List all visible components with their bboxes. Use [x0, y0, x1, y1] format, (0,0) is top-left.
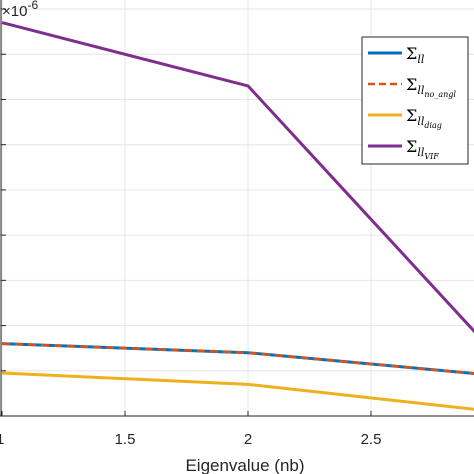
exponent-base: ×10 — [2, 3, 27, 20]
axes — [0, 0, 474, 417]
svg-text:×10-6: ×10-6 — [2, 0, 38, 20]
series-line — [1, 21, 474, 334]
series-line — [1, 371, 474, 411]
legend-label: Σll — [406, 44, 425, 66]
legend-label: ΣllVIF — [406, 137, 439, 161]
y-exponent: ×10-6 — [2, 0, 38, 20]
x-tick-label: 2 — [244, 431, 252, 448]
legend-label: Σlldiag — [406, 106, 442, 130]
legend: Σll Σllno_angl Σlldiag ΣllVIF — [361, 36, 469, 165]
x-tick-label: 1.5 — [115, 431, 136, 448]
series-layer — [1, 21, 474, 411]
legend-box — [361, 36, 469, 165]
x-tick-label: 2.5 — [361, 431, 382, 448]
exponent-power: -6 — [27, 0, 38, 12]
series-line — [1, 342, 474, 375]
x-tick-labels: 11.522.53 — [0, 431, 382, 448]
x-tick-label: 1 — [0, 431, 4, 448]
legend-label: Σllno_angl — [406, 75, 456, 99]
x-axis-label: Eigenvalue (nb) — [185, 456, 304, 474]
